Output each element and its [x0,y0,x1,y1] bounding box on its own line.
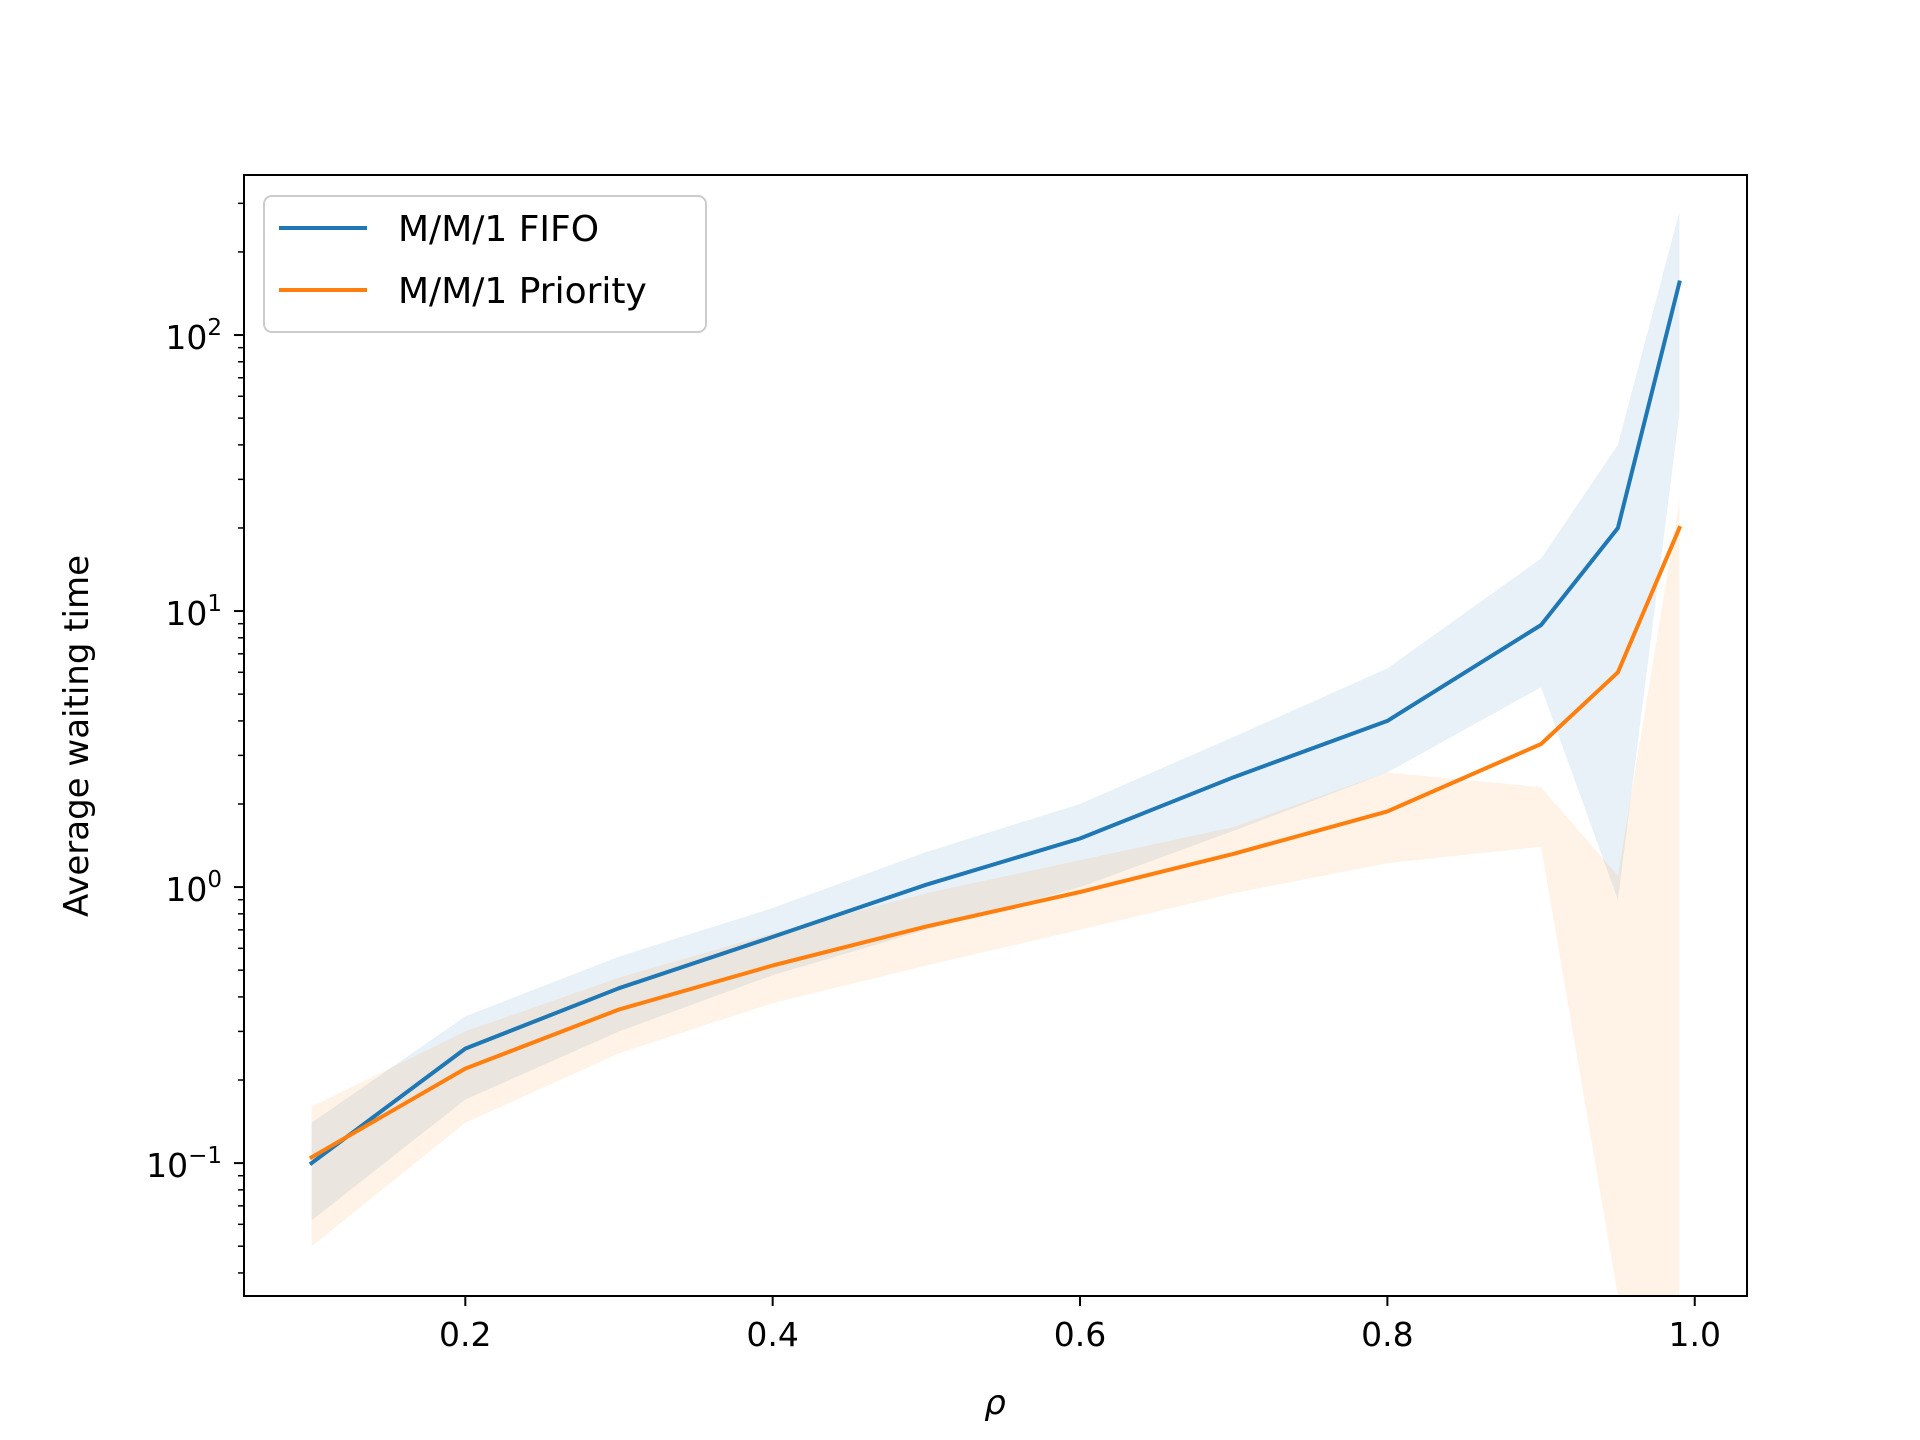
legend-box [263,195,707,333]
legend: M/M/1 FIFO M/M/1 Priority [263,195,707,333]
series-lines [308,280,1683,1166]
y-tick-label: 101 [165,591,222,633]
plot-frame [243,174,1748,1297]
legend-label-priority: M/M/1 Priority [398,271,647,312]
legend-label-fifo: M/M/1 FIFO [398,209,599,250]
x-axis: 0.2 0.4 0.6 0.8 1.0 [439,1296,1721,1354]
y-tick-label: 102 [165,315,222,357]
y-axis-label: Average waiting time [57,555,97,917]
x-tick-label: 0.2 [439,1315,491,1354]
x-tick-label: 0.8 [1361,1315,1413,1354]
y-tick-label: 100 [165,867,222,909]
confidence-bands [311,211,1680,1296]
x-axis-label: ρ [984,1383,1006,1423]
x-tick-label: 1.0 [1669,1315,1721,1354]
y-tick-label: 10−1 [146,1143,222,1185]
series-line-fifo [308,280,1682,1166]
x-tick-label: 0.4 [746,1315,798,1354]
band-fifo [311,211,1680,1221]
series-line-priority [308,525,1683,1161]
band-priority [311,501,1680,1296]
x-tick-label: 0.6 [1054,1315,1106,1354]
y-axis: 10−1 100 101 102 [146,202,244,1274]
